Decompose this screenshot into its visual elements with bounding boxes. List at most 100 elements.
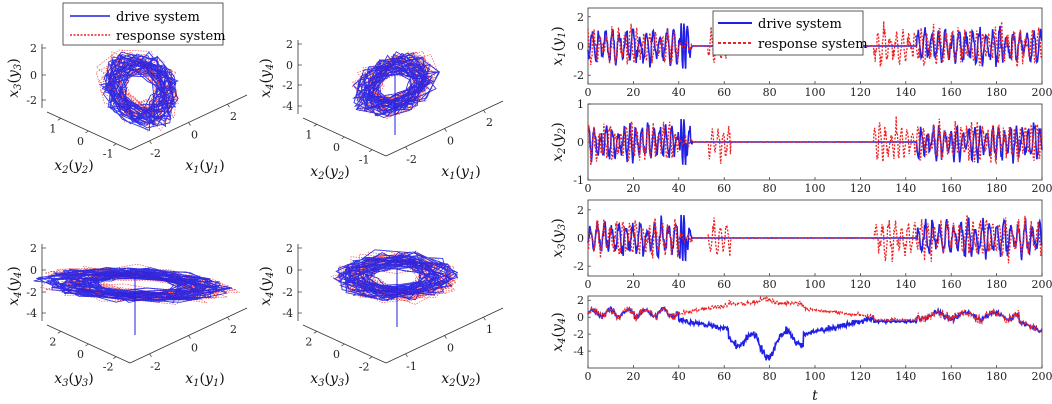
y-tick-label: -2 (573, 69, 584, 82)
svg-text:x2(y2): x2(y2) (441, 371, 481, 389)
svg-text:x3(y3): x3(y3) (310, 371, 350, 389)
series-line-response (587, 116, 1043, 166)
svg-text:x4(y4): x4(y4) (258, 266, 276, 306)
side-axis-label: x2(y2) (310, 164, 350, 182)
front-tick-label: -2 (406, 153, 417, 166)
side-tick (85, 343, 89, 347)
front-axis-label: x1(y1) (441, 164, 481, 182)
y-tick-label: -2 (573, 260, 584, 273)
y-axis-label: x2(y2) (550, 122, 568, 162)
y-axis-label: x3(y3) (550, 218, 568, 258)
side-tick (313, 124, 318, 127)
panel-3d-x1x2x4: 2 0 -2 -4 1 0 -1 2 0 -2 (282, 38, 504, 167)
x-tick-label: 100 (805, 370, 826, 383)
svg-text:x2(y2): x2(y2) (54, 158, 94, 176)
side-tick (341, 136, 345, 140)
front-axis-label: x1(y1) (185, 371, 225, 389)
z-tick-label: 0 (286, 59, 293, 72)
x-tick-label: 160 (941, 182, 962, 195)
legend-label-response: response system (116, 29, 226, 44)
y-axis-label: x4(y4) (550, 312, 568, 352)
x-tick-label: 0 (585, 370, 592, 383)
side-tick (313, 331, 318, 334)
front-tick-label: 2 (486, 116, 493, 129)
svg-text:x1(y1): x1(y1) (441, 164, 481, 182)
z-axis-label: x4(y4) (258, 58, 276, 98)
y-tick-label: 0 (577, 311, 584, 324)
attractor-drive (352, 51, 441, 118)
side-tick (112, 143, 117, 146)
front-tick-label: 2 (230, 110, 237, 123)
x-tick-label: 180 (986, 278, 1007, 291)
front-tick (405, 353, 408, 358)
x-tick-label: 180 (986, 86, 1007, 99)
z-axis-label: x4(y4) (6, 266, 24, 306)
front-tick (149, 140, 152, 145)
svg-text:x3(y3): x3(y3) (6, 58, 24, 98)
x-tick-label: 180 (986, 182, 1007, 195)
z-tick-label: -2 (26, 286, 37, 299)
x-tick-label: 100 (805, 182, 826, 195)
legend-left: drive system response system (62, 2, 226, 46)
z-tick-label: -4 (282, 307, 293, 320)
x-tick-label: 80 (763, 86, 777, 99)
series-line-drive (587, 118, 1043, 166)
x-tick-label: 180 (986, 370, 1007, 383)
svg-text:x1(y1): x1(y1) (185, 158, 225, 176)
front-tick-label: 0 (447, 342, 454, 355)
x-tick-label: 0 (585, 86, 592, 99)
series-line-response (587, 214, 1043, 264)
svg-text:x3(y3): x3(y3) (550, 218, 568, 258)
z-tick-label: 0 (286, 264, 293, 277)
z-tick-label: 2 (286, 242, 293, 255)
side-tick (57, 118, 62, 121)
z-tick-label: 2 (30, 42, 37, 55)
front-tick (444, 128, 447, 132)
x-tick-label: 60 (717, 278, 731, 291)
side-tick-label: -2 (103, 361, 114, 374)
x-tick-label: 200 (1032, 182, 1052, 195)
side-tick-label: 0 (333, 141, 340, 154)
x-tick-label: 200 (1032, 278, 1052, 291)
x-tick-label: 120 (850, 278, 871, 291)
side-tick-label: 1 (305, 128, 312, 141)
side-axis-label: x3(y3) (54, 371, 94, 389)
z-tick-label: 2 (30, 242, 37, 255)
x-tick-label: 60 (717, 86, 731, 99)
legend-box (62, 2, 224, 46)
svg-text:x4(y4): x4(y4) (258, 58, 276, 98)
side-tick-label: 2 (305, 335, 312, 348)
x-tick-label: 100 (805, 86, 826, 99)
front-tick (227, 103, 230, 108)
side-tick-label: 0 (333, 348, 340, 361)
x-tick-label: 60 (717, 370, 731, 383)
legend-label-drive: drive system (758, 17, 842, 32)
front-tick (405, 146, 408, 151)
attractor-drive (33, 266, 233, 304)
x-tick-label: 20 (626, 182, 640, 195)
side-tick-label: -1 (359, 154, 370, 167)
side-tick-label: 0 (77, 135, 84, 148)
x-tick-label: 160 (941, 86, 962, 99)
y-tick-label: -2 (573, 328, 584, 341)
front-tick-label: -2 (150, 360, 161, 373)
front-tick-label: -1 (406, 360, 417, 373)
x-tick-label: 80 (763, 182, 777, 195)
y-tick-label: 2 (577, 294, 584, 307)
x-tick-label: 60 (717, 182, 731, 195)
front-tick (149, 353, 152, 358)
x-axis-label: t (812, 388, 818, 404)
z-tick-label: -2 (282, 286, 293, 299)
x-tick-label: 80 (763, 370, 777, 383)
y-tick-label: -4 (573, 345, 584, 358)
x-tick-label: 0 (585, 278, 592, 291)
panel-3d-x1x3x4: 2 0 -2 -4 2 0 -2 2 0 -2 (26, 242, 248, 374)
side-axis-label: x2(y2) (54, 158, 94, 176)
front-tick-label: 1 (486, 323, 493, 336)
x-tick-label: 160 (941, 370, 962, 383)
front-axis-label: x2(y2) (441, 371, 481, 389)
x-tick-label: 140 (895, 86, 916, 99)
x-tick-label: 20 (626, 370, 640, 383)
